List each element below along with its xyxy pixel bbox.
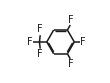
Text: F: F <box>80 37 86 47</box>
Text: F: F <box>27 37 33 47</box>
Text: F: F <box>37 24 43 34</box>
Text: F: F <box>37 49 43 59</box>
Text: F: F <box>68 59 73 69</box>
Text: F: F <box>68 15 73 24</box>
